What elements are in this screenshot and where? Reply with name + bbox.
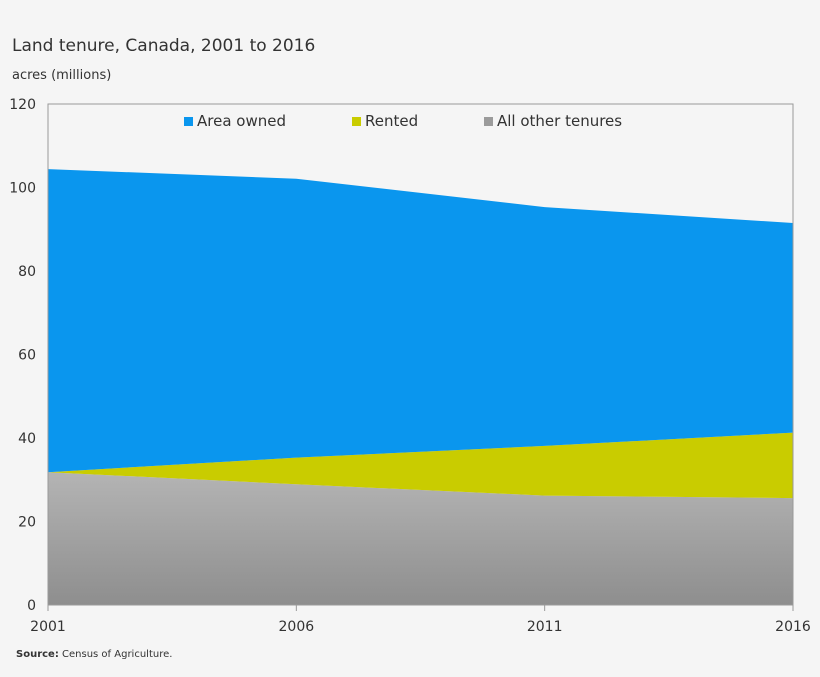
y-tick-label: 20 — [18, 515, 36, 531]
y-tick-label: 120 — [9, 97, 36, 113]
y-tick-label: 60 — [18, 348, 36, 364]
plot-frame — [47, 103, 794, 606]
x-tick-label: 2016 — [775, 619, 811, 635]
legend-swatch — [184, 117, 193, 126]
source-label: Source: — [16, 649, 59, 660]
legend-item-rented[interactable]: Rented — [352, 112, 418, 130]
y-tick-label: 80 — [18, 264, 36, 280]
source-note: Source: Census of Agriculture. — [16, 649, 172, 660]
legend-swatch — [484, 117, 493, 126]
y-tick-label: 40 — [18, 431, 36, 447]
legend-item-area-owned[interactable]: Area owned — [184, 112, 286, 130]
area-series-area-owned[interactable] — [48, 169, 793, 473]
y-tick-label: 100 — [9, 181, 36, 197]
x-tick-label: 2001 — [30, 619, 66, 635]
area-series-all-other-tenures[interactable] — [48, 472, 793, 605]
x-tick-label: 2006 — [279, 619, 315, 635]
legend-label: Rented — [365, 112, 418, 130]
legend-label: Area owned — [197, 112, 286, 130]
source-text: Census of Agriculture. — [58, 649, 173, 660]
y-axis-unit-label: acres (millions) — [12, 68, 112, 83]
y-tick-label: 0 — [27, 598, 36, 614]
chart-title: Land tenure, Canada, 2001 to 2016 — [12, 36, 316, 56]
legend-swatch — [352, 117, 361, 126]
x-tick-label: 2011 — [527, 619, 563, 635]
area-series-rented[interactable] — [48, 432, 793, 499]
legend-item-all-other-tenures[interactable]: All other tenures — [484, 112, 622, 130]
legend-label: All other tenures — [497, 112, 622, 130]
